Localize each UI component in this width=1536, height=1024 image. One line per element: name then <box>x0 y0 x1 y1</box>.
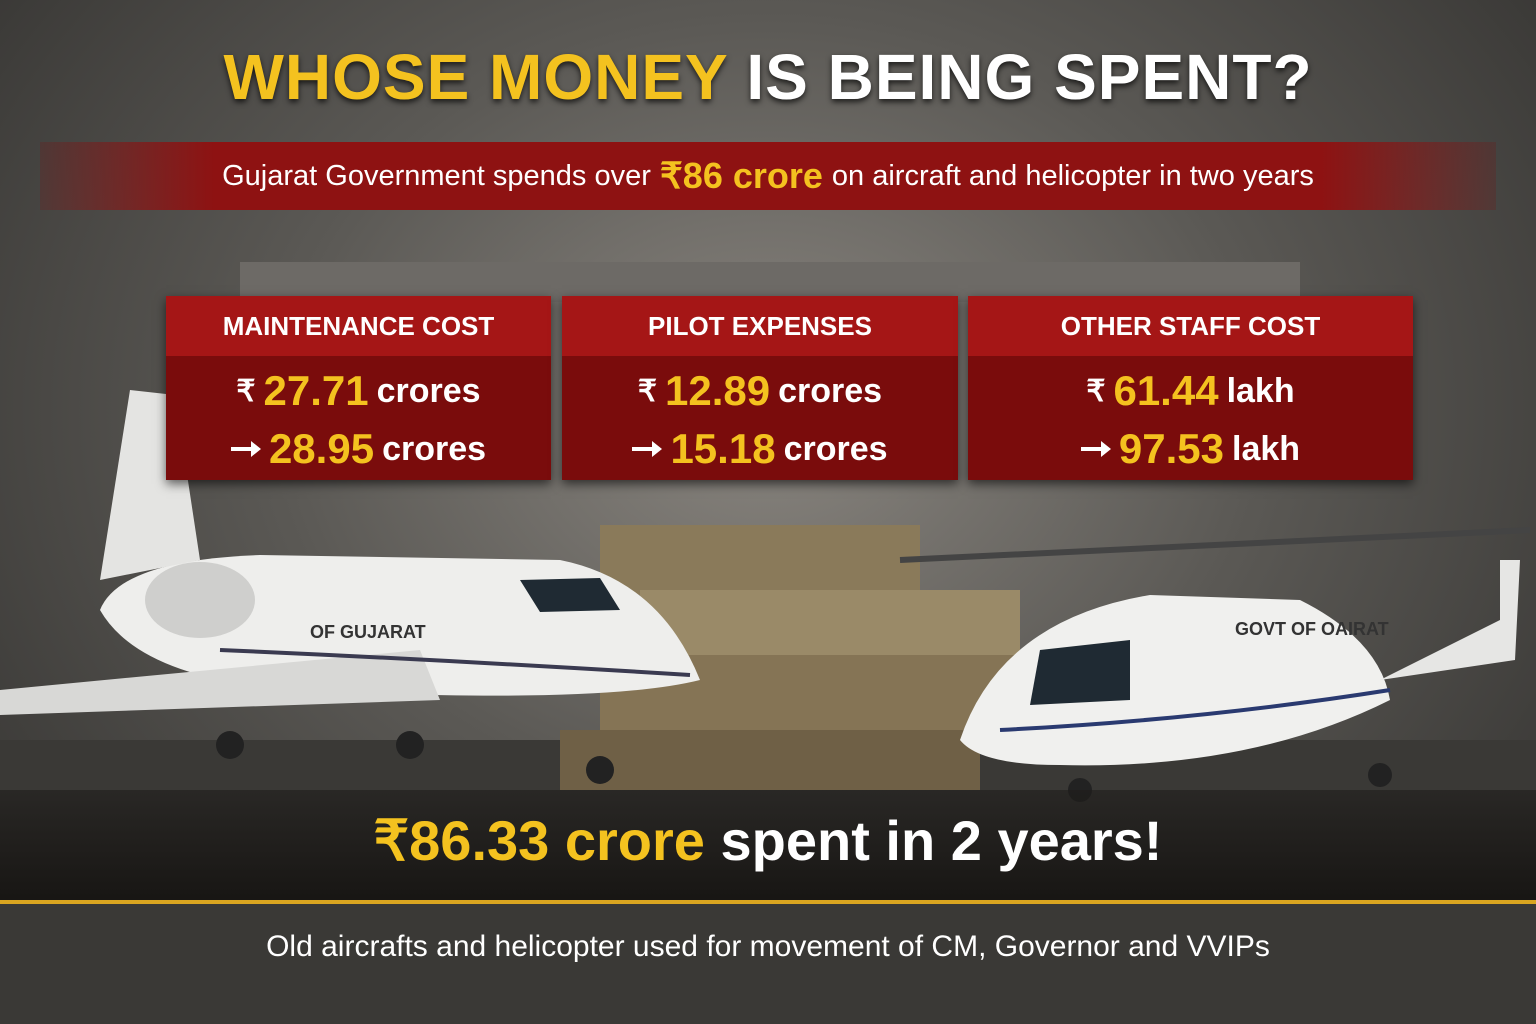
card-row: ₹61.44 lakh <box>968 362 1413 420</box>
total-band <box>0 790 1536 904</box>
helicopter: GOVT OF OAIRAT <box>899 527 1531 802</box>
amount: 15.18 <box>670 425 776 472</box>
unit: lakh <box>1226 371 1295 410</box>
helicopter-label: GOVT OF OAIRAT <box>1235 619 1389 639</box>
title-rest: IS BEING SPENT? <box>746 41 1313 113</box>
cost-card: PILOT EXPENSES ₹12.89 crores 15.18 crores <box>562 296 958 480</box>
currency: ₹ <box>637 374 657 408</box>
money-stacks <box>560 525 1040 790</box>
amount: 27.71 <box>263 367 369 414</box>
building <box>240 262 1300 302</box>
unit: crores <box>376 371 481 410</box>
unit: lakh <box>1232 429 1301 468</box>
aircraft-label: OF GUJARAT <box>310 622 426 642</box>
cost-card: MAINTENANCE COST ₹27.71 crores 28.95 crores <box>166 296 551 480</box>
arrow-icon <box>632 441 663 457</box>
amount: 12.89 <box>665 367 771 414</box>
subtitle-highlight: ₹86 crore <box>659 155 823 196</box>
amount: 97.53 <box>1118 425 1225 472</box>
currency: ₹ <box>236 374 256 408</box>
title-highlight: WHOSE MONEY <box>223 41 728 113</box>
unit: crores <box>778 371 883 410</box>
total-text: spent in 2 years! <box>720 809 1163 872</box>
subtitle-band: Gujarat Government spends over ₹86 crore… <box>40 142 1496 210</box>
title: WHOSE MONEY IS BEING SPENT? <box>0 40 1536 114</box>
aircraft: OF GUJARAT <box>0 390 700 784</box>
card-row: 15.18 crores <box>562 420 958 478</box>
subtitle-text: Gujarat Government spends over <box>222 159 651 192</box>
arrow-icon <box>1080 441 1111 457</box>
total: ₹86.33 crore spent in 2 years! <box>0 808 1536 874</box>
total-highlight: ₹86.33 crore <box>373 809 705 872</box>
card-row: 28.95 crores <box>166 420 551 478</box>
currency: ₹ <box>1086 374 1106 408</box>
subtitle-text: on aircraft and helicopter in two years <box>831 159 1314 192</box>
unit: crores <box>382 429 487 468</box>
card-label: PILOT EXPENSES <box>562 296 958 356</box>
amount: 28.95 <box>268 425 375 472</box>
cost-card: OTHER STAFF COST ₹61.44 lakh 97.53 lakh <box>968 296 1413 480</box>
amount: 61.44 <box>1113 367 1219 414</box>
card-label: OTHER STAFF COST <box>968 296 1413 356</box>
card-row: ₹12.89 crores <box>562 362 958 420</box>
unit: crores <box>783 429 888 468</box>
footer-note: Old aircrafts and helicopter used for mo… <box>266 930 1270 963</box>
card-label: MAINTENANCE COST <box>166 296 551 356</box>
card-row: ₹27.71 crores <box>166 362 551 420</box>
card-row: 97.53 lakh <box>968 420 1413 478</box>
arrow-icon <box>230 441 261 457</box>
